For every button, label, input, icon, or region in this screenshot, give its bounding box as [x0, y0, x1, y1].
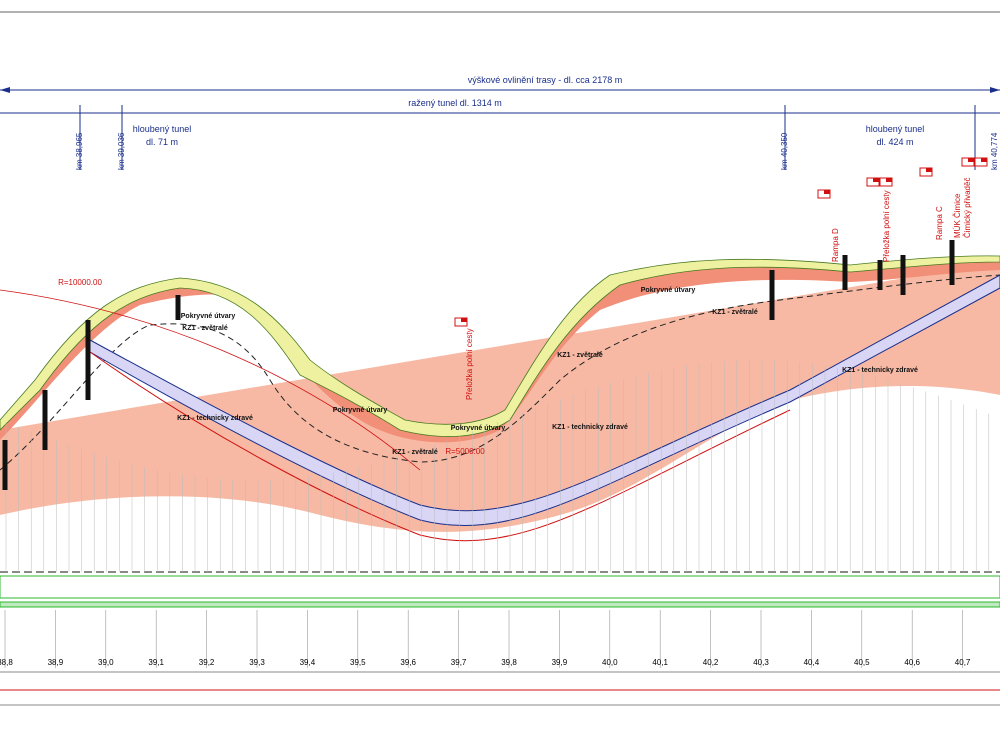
dimension-label: dl. 71 m	[146, 137, 178, 147]
station-label: 38,8	[0, 658, 13, 667]
flag	[968, 158, 974, 162]
dimension-label: ražený tunel dl. 1314 m	[408, 98, 502, 108]
borehole	[877, 260, 883, 290]
road-label: Rampa D	[831, 228, 840, 262]
borehole	[769, 270, 775, 320]
dimension-label: dl. 424 m	[876, 137, 913, 147]
station-label: 40,7	[955, 658, 971, 667]
flag	[886, 178, 892, 182]
km-label: km 40,350	[780, 132, 789, 170]
station-label: 38,9	[48, 658, 64, 667]
geology-label: KZ1 - zvětralé	[557, 352, 603, 359]
geology-label: KZ1 - technicky zdravé	[842, 367, 918, 374]
curve-line	[0, 289, 421, 471]
dimension-label: hloubený tunel	[133, 124, 192, 134]
station-label: 39,7	[451, 658, 467, 667]
dimension-label: výškové ovlinění trasy - dl. cca 2178 m	[468, 75, 623, 85]
flag	[981, 158, 987, 162]
borehole	[2, 440, 8, 490]
geology-label: KZ1 - zvětralé	[392, 449, 438, 456]
flag	[873, 178, 879, 182]
weathering-boundary	[0, 274, 1000, 471]
km-label: km 40,774	[990, 132, 999, 170]
geology-label: Pokryvné útvary	[641, 287, 696, 294]
borehole	[949, 240, 955, 285]
dimension-ticks	[79, 105, 976, 170]
arrow	[0, 87, 10, 93]
borehole	[842, 255, 848, 290]
dimension-label: hloubený tunel	[866, 124, 925, 134]
grade-line	[89, 351, 791, 542]
km-label: km 38,965	[75, 132, 84, 170]
tunnel-tube	[89, 274, 1000, 527]
band	[0, 601, 1000, 608]
geology-label: Pokryvné útvary	[451, 425, 506, 432]
road-label: MÚK Čimice	[953, 193, 962, 238]
flag	[926, 168, 932, 172]
band	[0, 575, 1000, 599]
station-label: 40,1	[652, 658, 668, 667]
station-label: 40,2	[703, 658, 719, 667]
station-label: 39,2	[199, 658, 215, 667]
borehole	[900, 255, 906, 295]
geology-label: KZ1 - zvětralé	[182, 325, 228, 332]
road-label: Rampa C	[935, 206, 944, 240]
geology-label: KZ1 - technicky zdravé	[552, 424, 628, 431]
km-label: km 39,036	[117, 132, 126, 170]
borehole	[85, 320, 91, 400]
road-label: Přeložka polní cesty	[882, 190, 891, 262]
road-label: Čimický přivaděč	[963, 178, 972, 238]
flag	[461, 318, 467, 322]
station-label: 39,1	[148, 658, 164, 667]
station-label: 39,5	[350, 658, 366, 667]
road-label: Přeložka polní cesty	[465, 328, 474, 400]
arrow	[990, 87, 1000, 93]
sound-rock	[0, 262, 1000, 532]
station-label: 40,3	[753, 658, 769, 667]
borehole	[42, 390, 48, 450]
geology-label: KZ1 - technicky zdravé	[177, 415, 253, 422]
cover-layer	[0, 255, 1000, 437]
station-label: 40,0	[602, 658, 618, 667]
borehole	[175, 295, 181, 320]
station-label: 40,6	[904, 658, 920, 667]
radius-label: R=10000.00	[58, 278, 102, 287]
station-label: 40,4	[804, 658, 820, 667]
station-label: 39,6	[400, 658, 416, 667]
station-label: 39,9	[552, 658, 568, 667]
station-label: 39,4	[300, 658, 316, 667]
station-label: 39,8	[501, 658, 517, 667]
radius-label: R=5000.00	[445, 447, 485, 456]
flag	[824, 190, 830, 194]
station-label: 39,3	[249, 658, 265, 667]
geology-label: Pokryvné útvary	[181, 313, 236, 320]
station-label: 40,5	[854, 658, 870, 667]
station-label: 39,0	[98, 658, 114, 667]
geology-label: KZ1 - zvětralé	[712, 309, 758, 316]
geology-label: Pokryvné útvary	[333, 407, 388, 414]
